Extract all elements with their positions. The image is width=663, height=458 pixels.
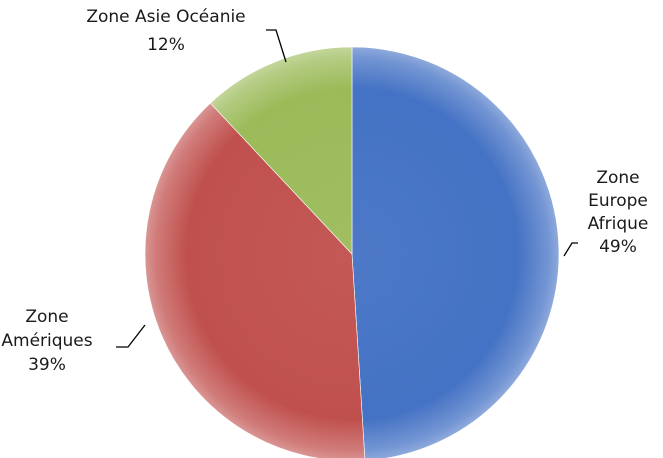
slice-name-line-ameriques: Amériques [1, 331, 92, 351]
slice-percent-europe-afrique: 49% [599, 237, 637, 257]
slice-name-line-asie-oceanie: Zone Asie Océanie [86, 7, 245, 27]
slice-labels: Zone Europe Afrique 49%Zone Amériques 39%Zone… [1, 7, 648, 375]
slice-name-line-ameriques: Zone [25, 307, 68, 327]
slice-percent-ameriques: 39% [28, 355, 66, 375]
slice-label-europe-afrique: Zone Europe Afrique 49% [588, 168, 649, 257]
pie-slice-asie-oceanie [209, 46, 353, 255]
pie-slice-ameriques [144, 102, 366, 458]
pie-slices [144, 46, 560, 458]
slice-name-line-europe-afrique: Europe [588, 191, 648, 211]
slice-percent-asie-oceanie: 12% [147, 35, 185, 55]
slice-name-line-europe-afrique: Zone [596, 168, 639, 188]
leader-line-europe-afrique [563, 242, 578, 257]
leader-lines [116, 29, 578, 348]
slice-label-ameriques: Zone Amériques 39% [1, 307, 92, 375]
leader-line-ameriques [116, 324, 146, 348]
slice-name-line-europe-afrique: Afrique [588, 214, 649, 234]
pie-slice-europe-afrique [351, 46, 560, 458]
slice-label-asie-oceanie: Zone Asie Océanie 12% [86, 7, 245, 55]
leader-line-asie-oceanie [266, 29, 287, 63]
